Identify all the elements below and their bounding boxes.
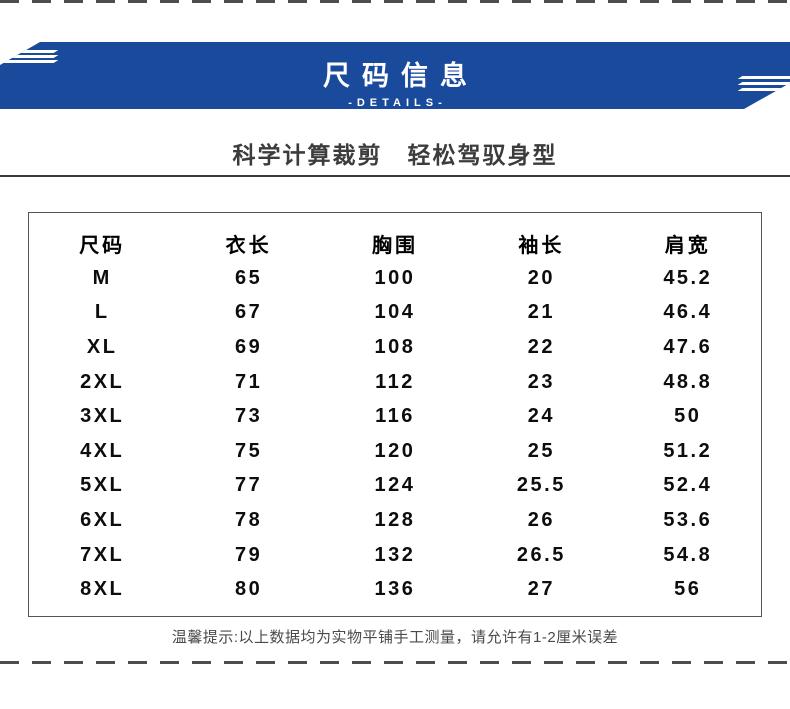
stripe-icon	[0, 50, 59, 53]
table-cell: M	[92, 266, 112, 289]
measurement-note: 温馨提示:以上数据均为实物平铺手工测量，请允许有1-2厘米误差	[171, 629, 619, 646]
table-cell: 24	[527, 405, 556, 428]
table-cell: 128	[374, 508, 416, 531]
table-cell: 67	[234, 301, 263, 324]
tagline: 科学计算裁剪 轻松驾驭身型	[232, 142, 558, 168]
top-dashed-divider	[0, 0, 790, 3]
table-cell: 120	[374, 439, 416, 462]
table-cell: 27	[527, 578, 556, 601]
table-cell: 26.5	[516, 543, 566, 566]
table-header-row: 尺码 衣长 胸围 袖长 肩宽	[29, 225, 761, 261]
table-cell: 52.4	[663, 474, 713, 497]
table-cell: 54.8	[663, 543, 713, 566]
table-cell: 80	[234, 578, 263, 601]
table-cell: 5XL	[80, 474, 125, 497]
table-cell: 104	[374, 301, 416, 324]
table-cell: 7XL	[80, 543, 125, 566]
table-cell: 21	[527, 301, 556, 324]
table-cell: 46.4	[663, 301, 713, 324]
size-table-box: 尺码 衣长 胸围 袖长 肩宽 M 65 100 20 45.2 L 67 104 21 46.4 XL 69 10…	[28, 212, 762, 617]
table-row: M 65 100 20 45.2	[29, 261, 761, 296]
table-cell: 56	[674, 578, 702, 601]
table-row: 6XL 78 128 26 53.6	[29, 503, 761, 538]
table-cell: L	[94, 301, 110, 324]
table-cell: 3XL	[80, 405, 125, 428]
table-cell: 53.6	[663, 508, 713, 531]
table-cell: 25	[527, 439, 556, 462]
table-row: 2XL 71 112 23 48.8	[29, 365, 761, 400]
divider-rule	[0, 175, 790, 177]
table-header-cell: 尺码	[79, 234, 126, 257]
table-cell: 2XL	[80, 370, 125, 393]
table-row: 3XL 73 116 24 50	[29, 399, 761, 434]
table-cell: 78	[234, 508, 263, 531]
table-cell: 116	[375, 405, 415, 428]
table-cell: 65	[234, 266, 263, 289]
table-header-cell: 肩宽	[664, 234, 711, 257]
table-row: 7XL 79 132 26.5 54.8	[29, 538, 761, 573]
table-header-cell: 衣长	[225, 234, 272, 257]
table-cell: 132	[374, 543, 416, 566]
table-cell: 112	[375, 370, 415, 393]
stripe-icon	[0, 55, 59, 58]
bottom-dashed-divider	[0, 661, 790, 664]
table-cell: 45.2	[663, 266, 713, 289]
table-cell: 22	[527, 335, 556, 358]
stripe-icon	[737, 82, 790, 85]
table-cell: 124	[374, 474, 416, 497]
size-table: 尺码 衣长 胸围 袖长 肩宽 M 65 100 20 45.2 L 67 104 21 46.4 XL 69 10…	[29, 225, 761, 607]
table-cell: 100	[374, 266, 416, 289]
table-row: L 67 104 21 46.4	[29, 296, 761, 331]
table-cell: 25.5	[516, 474, 566, 497]
stripe-icon	[0, 60, 59, 63]
table-cell: 8XL	[80, 578, 125, 601]
size-info-banner: 尺码信息 -DETAILS-	[0, 42, 790, 109]
table-cell: 69	[234, 335, 263, 358]
stripe-icon	[737, 76, 790, 79]
table-row: 8XL 80 136 27 56	[29, 572, 761, 607]
stripe-icon	[737, 88, 790, 91]
banner-title: 尺码信息	[323, 61, 479, 91]
banner-subtitle: -DETAILS-	[348, 97, 447, 109]
table-cell: 23	[527, 370, 556, 393]
table-cell: 6XL	[80, 508, 125, 531]
table-cell: 48.8	[663, 370, 713, 393]
table-cell: XL	[86, 335, 118, 358]
table-cell: 26	[527, 508, 556, 531]
table-cell: 4XL	[80, 439, 125, 462]
table-cell: 71	[234, 370, 263, 393]
table-cell: 50	[674, 405, 702, 428]
table-row: 4XL 75 120 25 51.2	[29, 434, 761, 469]
table-cell: 79	[234, 543, 263, 566]
table-cell: 20	[527, 266, 556, 289]
table-cell: 108	[374, 335, 416, 358]
table-row: 5XL 77 124 25.5 52.4	[29, 469, 761, 504]
table-cell: 73	[234, 405, 263, 428]
table-header-cell: 胸围	[371, 234, 418, 257]
table-row: XL 69 108 22 47.6	[29, 330, 761, 365]
table-cell: 75	[234, 439, 263, 462]
table-header-cell: 袖长	[518, 234, 565, 257]
table-cell: 51.2	[663, 439, 713, 462]
table-cell: 77	[234, 474, 263, 497]
table-cell: 47.6	[663, 335, 713, 358]
table-cell: 136	[374, 578, 416, 601]
